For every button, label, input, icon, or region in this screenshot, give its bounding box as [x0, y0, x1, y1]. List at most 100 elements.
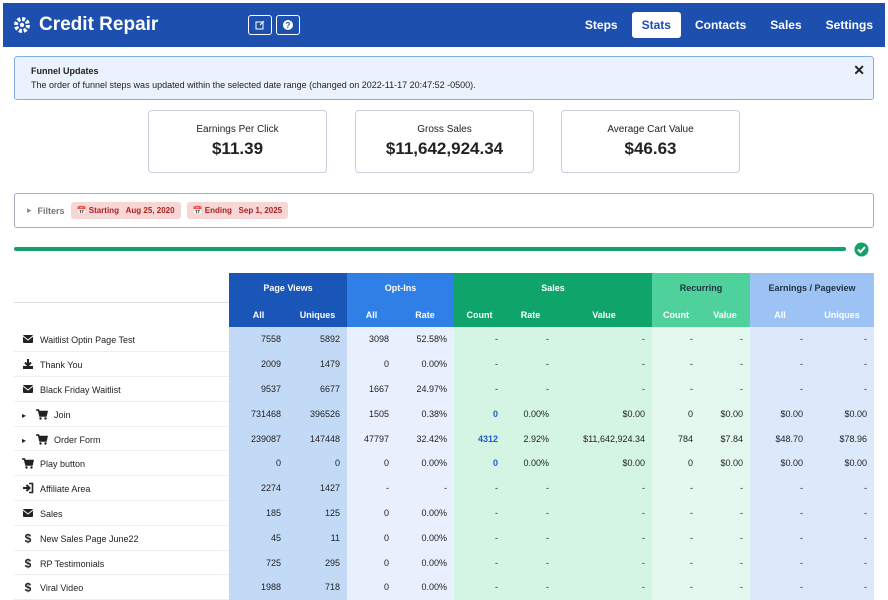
stat-label: Average Cart Value [607, 124, 694, 135]
alert-title: Funnel Updates [31, 66, 99, 76]
cell-value: 2274 [260, 483, 281, 494]
cell-value: 1479 [319, 359, 340, 370]
cell-value: 47797 [363, 433, 389, 444]
cell-value: - [495, 483, 498, 494]
data-cell: 2009 [229, 351, 288, 377]
step-name[interactable]: RP Testimonials [40, 558, 105, 569]
data-cell: - [810, 500, 874, 526]
end-pill[interactable]: 📅 Ending Sep 1, 2025 [186, 202, 289, 219]
cell-value: - [642, 532, 645, 543]
stat-card: Earnings Per Click $11.39 [148, 110, 327, 173]
nav-item[interactable]: Contacts [694, 18, 747, 32]
cell-value: 0 [383, 359, 389, 370]
step-name[interactable]: Play button [40, 459, 86, 470]
data-cell: - [700, 574, 750, 600]
table-row: Sales 185 125 0 0.00% - - - - - - - [14, 500, 874, 526]
sales-link[interactable]: 0 [492, 458, 498, 469]
data-cell: 0.00% [505, 450, 556, 476]
step-name[interactable]: Viral Video [40, 583, 84, 594]
step-name[interactable]: Thank You [40, 360, 83, 371]
data-cell: 0.00% [396, 351, 454, 377]
column-header: All [750, 302, 810, 327]
table-row: Black Friday Waitlist 9537 6677 1667 24.97% -… [14, 376, 874, 402]
data-cell: - [652, 351, 700, 377]
step-name[interactable]: Black Friday Waitlist [40, 384, 121, 395]
step-name[interactable]: Order Form [54, 434, 101, 445]
data-cell: - [505, 500, 556, 526]
data-cell: $0.00 [556, 401, 652, 427]
data-cell: - [700, 525, 750, 551]
cell-value: 1427 [319, 483, 340, 494]
step-cell: Black Friday Waitlist [14, 376, 229, 402]
data-cell: - [700, 376, 750, 402]
cell-value: - [864, 383, 867, 394]
step-icon: $ [25, 556, 32, 570]
close-button[interactable]: ✕ [853, 62, 865, 78]
help-icon: ? [283, 20, 293, 30]
group-header-row: Page Views Opt-Ins Sales Recurring Earnings … [14, 273, 874, 303]
nav-item[interactable]: Stats [631, 12, 681, 38]
cell-value: - [800, 483, 803, 494]
cell-value: - [546, 359, 549, 370]
cell-value: - [864, 557, 867, 568]
step-icon [36, 433, 48, 445]
data-cell: 0 [347, 574, 396, 600]
gear-icon [14, 17, 30, 33]
data-cell: - [810, 475, 874, 501]
step-name[interactable]: Waitlist Optin Page Test [40, 335, 136, 346]
step-name[interactable]: Affiliate Area [40, 484, 91, 495]
data-cell: 0.38% [396, 401, 454, 427]
nav-item[interactable]: Settings [825, 18, 873, 32]
step-name[interactable]: New Sales Page June22 [40, 533, 139, 544]
column-header: Rate [505, 302, 556, 327]
column-header: All [229, 302, 288, 327]
step-name[interactable]: Sales [40, 508, 63, 519]
cell-value: 24.97% [416, 383, 447, 394]
data-cell: - [454, 475, 505, 501]
cell-value: - [690, 334, 693, 345]
sales-link[interactable]: 0 [492, 408, 498, 419]
cell-value: 0.00% [421, 458, 447, 469]
sales-link[interactable]: 4312 [477, 433, 498, 444]
data-cell: - [750, 574, 810, 600]
cell-value: - [864, 483, 867, 494]
data-cell: 6677 [288, 376, 347, 402]
data-cell: - [556, 550, 652, 575]
expand-toggle[interactable]: ▸ [22, 435, 27, 445]
nav-item[interactable]: Steps [584, 18, 618, 32]
cell-value: 0.00% [421, 359, 447, 370]
caret: ▸ [27, 205, 32, 215]
data-cell: 0 [454, 450, 505, 476]
expand-toggle[interactable]: ▸ [22, 410, 27, 420]
cell-value: - [495, 334, 498, 345]
data-cell: - [556, 376, 652, 402]
cell-value: 9537 [260, 383, 281, 394]
cell-value: $0.00 [720, 408, 743, 419]
cell-value: - [642, 507, 645, 518]
data-cell: $11,642,924.34 [556, 426, 652, 451]
filters[interactable]: ▸ Filters 📅 Starting Aug 25, 2020 📅 Endi… [14, 193, 874, 228]
cell-value: - [546, 532, 549, 543]
data-cell: - [750, 500, 810, 526]
cell-value: 0 [334, 458, 340, 469]
data-cell: 0 [347, 500, 396, 526]
step-icon [36, 408, 48, 420]
cell-value: - [495, 532, 498, 543]
filters-label: Filters [37, 205, 65, 216]
data-cell: 0.00% [505, 401, 556, 427]
stat-label: Earnings Per Click [196, 124, 279, 135]
nav-item[interactable]: Sales [770, 18, 802, 32]
edit-button[interactable] [248, 15, 272, 35]
cell-value: - [690, 383, 693, 394]
cell-value: - [864, 532, 867, 543]
cell-value: - [800, 507, 803, 518]
logo[interactable]: Credit Repair [13, 14, 158, 36]
start-pill[interactable]: 📅 Starting Aug 25, 2020 [70, 202, 181, 219]
nav: Steps Stats Contacts Sales Settings [575, 12, 883, 38]
cell-value: - [864, 582, 867, 593]
cell-value: $0.00 [622, 408, 645, 419]
step-name[interactable]: Join [54, 409, 71, 420]
help-button[interactable]: ? [276, 15, 300, 35]
step-icon [22, 458, 34, 470]
